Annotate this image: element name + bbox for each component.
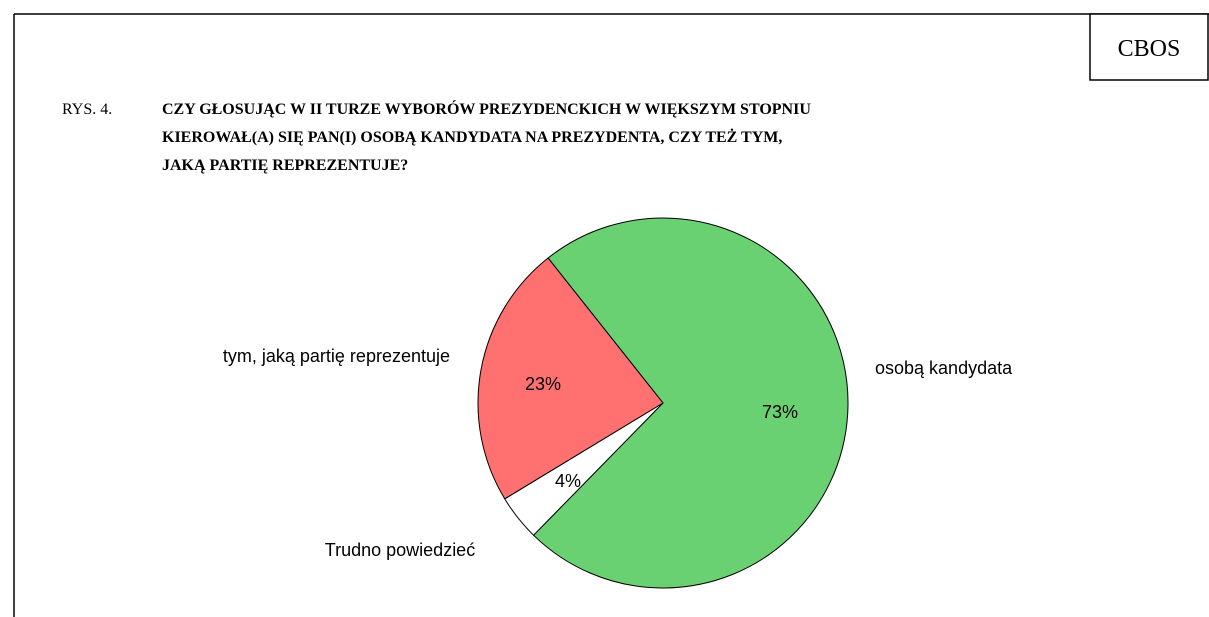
data-label: 4% xyxy=(555,471,581,491)
data-label: 23% xyxy=(525,374,561,394)
pie-slice xyxy=(532,217,849,589)
chart-title: CZY GŁOSUJĄC W II TURZE WYBORÓW PREZYDEN… xyxy=(162,99,811,118)
figure-label: RYS. 4. xyxy=(62,101,112,118)
category-label: Trudno powiedzieć xyxy=(325,540,475,560)
source: CBOS xyxy=(1118,36,1181,62)
category-label: osobą kandydata xyxy=(875,358,1013,378)
data-label: 73% xyxy=(762,402,798,422)
category-label: tym, jaką partię reprezentuje xyxy=(223,346,450,366)
chart-title: JAKĄ PARTIĘ REPREZENTUJE? xyxy=(162,157,408,174)
source-box xyxy=(1089,13,1209,81)
pie-slice xyxy=(477,257,664,500)
chart-title: KIEROWAŁ(A) SIĘ PAN(I) OSOBĄ KANDYDATA N… xyxy=(162,127,782,146)
